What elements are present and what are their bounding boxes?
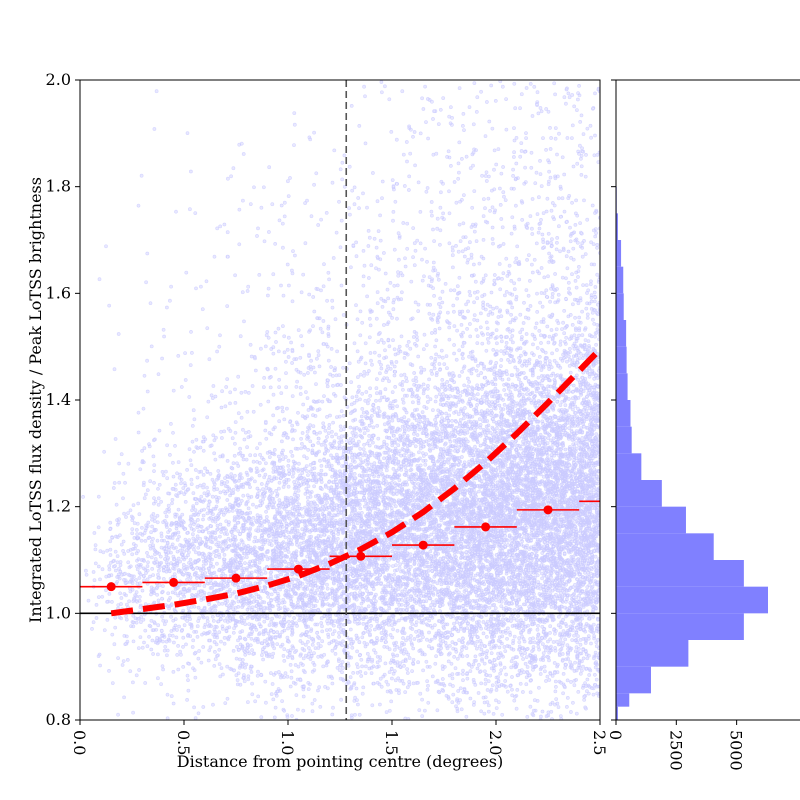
histogram-bar bbox=[616, 667, 651, 694]
scatter-points-layer bbox=[82, 80, 602, 722]
histogram-bar bbox=[616, 400, 630, 427]
histogram-x-ticks: 0 2500 5000 bbox=[606, 720, 746, 771]
binned-median-marker bbox=[419, 541, 428, 550]
x-axis-label: Distance from pointing centre (degrees) bbox=[177, 752, 503, 771]
binned-median-marker bbox=[544, 505, 553, 514]
binned-median-marker bbox=[294, 565, 303, 574]
histogram-y-ticks bbox=[611, 80, 616, 720]
binned-median-marker bbox=[169, 578, 178, 587]
histogram-bar bbox=[616, 427, 632, 454]
binned-median-marker bbox=[107, 582, 116, 591]
binned-median-marker bbox=[232, 574, 241, 583]
histogram-bar bbox=[616, 320, 626, 347]
scatter-y-ticks: 0.8 1.0 1.2 1.4 1.6 1.8 2.0 bbox=[46, 70, 80, 729]
hist-x-tick-label: 0 bbox=[606, 730, 625, 740]
histogram-bars bbox=[616, 187, 768, 720]
y-tick-label: 1.2 bbox=[46, 497, 71, 516]
binned-median-marker bbox=[606, 497, 615, 506]
scatter-panel: 0.0 0.5 1.0 1.5 2.0 2.5 0.8 1.0 1.2 1.4 1.6 1.8 2.0… bbox=[26, 70, 642, 771]
histogram-bar bbox=[616, 533, 714, 560]
histogram-bar bbox=[616, 347, 627, 374]
scatter-point-cloud bbox=[82, 80, 602, 722]
y-tick-label: 0.8 bbox=[46, 710, 71, 729]
y-tick-label: 1.4 bbox=[46, 390, 71, 409]
histogram-bar bbox=[616, 613, 744, 640]
histogram-bar bbox=[616, 640, 688, 667]
histogram-bar bbox=[616, 587, 768, 614]
histogram-bar bbox=[616, 480, 662, 507]
histogram-bar bbox=[616, 507, 686, 534]
histogram-panel: 0 2500 5000 bbox=[606, 80, 800, 771]
histogram-bar bbox=[616, 560, 744, 587]
y-tick-label: 1.6 bbox=[46, 283, 71, 302]
binned-median-marker bbox=[356, 552, 365, 561]
hist-x-tick-label: 2500 bbox=[666, 730, 685, 771]
y-tick-label: 1.0 bbox=[46, 603, 71, 622]
y-axis-label: Integrated LoTSS flux density / Peak LoT… bbox=[26, 177, 45, 623]
histogram-bar bbox=[616, 453, 641, 480]
histogram-bar bbox=[616, 267, 623, 294]
x-tick-label: 0.0 bbox=[70, 730, 89, 755]
histogram-bar bbox=[616, 293, 624, 320]
hist-x-tick-label: 5000 bbox=[727, 730, 746, 771]
scatter-x-ticks: 0.0 0.5 1.0 1.5 2.0 2.5 bbox=[70, 720, 609, 755]
histogram-bar bbox=[616, 373, 628, 400]
histogram-bar bbox=[616, 240, 621, 267]
y-tick-label: 1.8 bbox=[46, 177, 71, 196]
y-tick-label: 2.0 bbox=[46, 70, 71, 89]
histogram-bar bbox=[616, 693, 629, 706]
binned-median-marker bbox=[481, 522, 490, 531]
